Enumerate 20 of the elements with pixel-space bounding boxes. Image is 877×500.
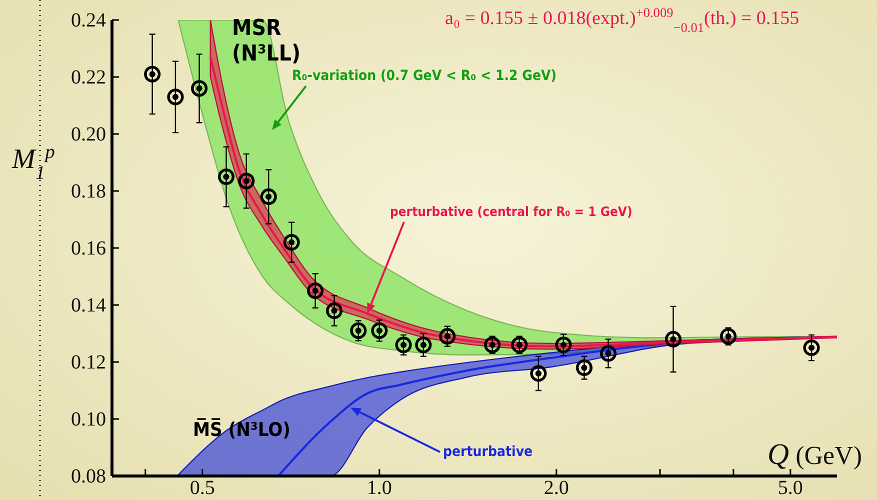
annotation: R₀-variation (0.7 GeV < R₀ < 1.2 GeV) bbox=[292, 68, 557, 84]
y-tick-label: 0.18 bbox=[71, 180, 106, 202]
annotation: MSR (N³LL) bbox=[232, 16, 301, 66]
x-tick-label: 1.0 bbox=[366, 477, 392, 499]
annotation: M̅S̅ (N³LO) bbox=[193, 418, 290, 441]
x-tick-label: 0.5 bbox=[190, 477, 215, 499]
annotation: perturbative bbox=[443, 444, 533, 460]
y-tick-label: 0.16 bbox=[71, 237, 106, 260]
x-tick-label: 2.0 bbox=[544, 477, 569, 499]
y-tick-label: 0.08 bbox=[71, 465, 106, 488]
y-tick-label: 0.24 bbox=[71, 9, 106, 32]
y-tick-label: 0.22 bbox=[71, 66, 106, 88]
y-tick-label: 0.10 bbox=[71, 408, 106, 430]
x-tick-label: 5.0 bbox=[778, 477, 803, 499]
x-axis-title: Q (GeV) bbox=[767, 438, 862, 471]
y-tick-label: 0.20 bbox=[71, 123, 106, 146]
y-tick-label: 0.12 bbox=[71, 351, 106, 374]
annotation: perturbative (central for R₀ = 1 GeV) bbox=[390, 205, 632, 220]
annotation: a₀ = 0.155 ± 0.018(expt.)$^{+0.009}$$_{−0.01}$(th.) = 0.155 bbox=[445, 4, 800, 34]
y-tick-label: 0.14 bbox=[71, 294, 106, 316]
